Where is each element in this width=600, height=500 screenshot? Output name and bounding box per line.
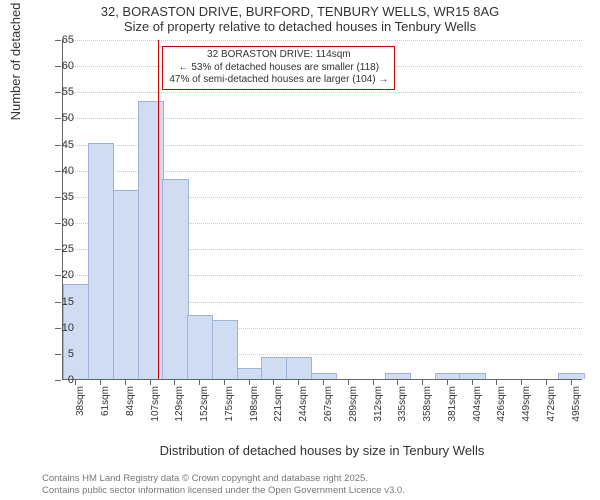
y-tick-label: 50: [44, 112, 74, 124]
histogram-bar: [435, 373, 461, 379]
x-tick-label: 38sqm: [75, 386, 86, 426]
x-tick: [174, 379, 175, 385]
histogram-bar: [261, 357, 287, 379]
x-tick-label: 472sqm: [546, 386, 557, 426]
chart-area: 38sqm61sqm84sqm107sqm129sqm152sqm175sqm1…: [62, 40, 582, 420]
x-tick: [199, 379, 200, 385]
annotation-line-1: 32 BORASTON DRIVE: 114sqm: [169, 49, 388, 62]
y-tick-label: 45: [44, 139, 74, 151]
title-line-1: 32, BORASTON DRIVE, BURFORD, TENBURY WEL…: [0, 4, 600, 19]
x-tick: [348, 379, 349, 385]
y-tick-label: 65: [44, 34, 74, 46]
x-tick: [422, 379, 423, 385]
x-tick-label: 129sqm: [174, 386, 185, 426]
x-tick: [521, 379, 522, 385]
x-tick-label: 198sqm: [249, 386, 260, 426]
y-tick-label: 60: [44, 60, 74, 72]
x-tick: [571, 379, 572, 385]
gridline: [63, 92, 582, 93]
y-tick-label: 10: [44, 322, 74, 334]
x-tick-label: 175sqm: [224, 386, 235, 426]
x-tick-label: 495sqm: [571, 386, 582, 426]
y-tick-label: 5: [44, 348, 74, 360]
histogram-bar: [88, 143, 114, 379]
reference-line: [158, 40, 159, 379]
chart-title-block: 32, BORASTON DRIVE, BURFORD, TENBURY WEL…: [0, 4, 600, 34]
gridline: [63, 40, 582, 41]
x-tick-label: 221sqm: [273, 386, 284, 426]
title-line-2: Size of property relative to detached ho…: [0, 19, 600, 34]
y-tick-label: 15: [44, 296, 74, 308]
x-tick-label: 107sqm: [150, 386, 161, 426]
x-tick: [397, 379, 398, 385]
x-tick-label: 426sqm: [496, 386, 507, 426]
x-tick: [150, 379, 151, 385]
x-tick: [298, 379, 299, 385]
x-tick: [496, 379, 497, 385]
histogram-bar: [162, 179, 188, 379]
x-tick-label: 152sqm: [199, 386, 210, 426]
x-tick-label: 267sqm: [323, 386, 334, 426]
x-tick-label: 84sqm: [125, 386, 136, 426]
x-tick-label: 358sqm: [422, 386, 433, 426]
histogram-bar: [558, 373, 584, 379]
y-tick-label: 40: [44, 165, 74, 177]
footer-line-2: Contains public sector information licen…: [42, 485, 405, 496]
x-axis-label: Distribution of detached houses by size …: [62, 443, 582, 458]
x-tick-label: 312sqm: [373, 386, 384, 426]
x-tick-label: 449sqm: [521, 386, 532, 426]
x-tick: [546, 379, 547, 385]
y-tick-label: 0: [44, 374, 74, 386]
x-tick: [100, 379, 101, 385]
annotation-box: 32 BORASTON DRIVE: 114sqm← 53% of detach…: [162, 46, 395, 90]
histogram-bar: [212, 320, 238, 379]
x-tick: [75, 379, 76, 385]
y-tick-label: 35: [44, 191, 74, 203]
histogram-bar: [113, 190, 139, 379]
x-tick: [224, 379, 225, 385]
y-tick-label: 55: [44, 86, 74, 98]
x-tick-label: 335sqm: [397, 386, 408, 426]
histogram-bar: [138, 101, 164, 379]
footer-attribution: Contains HM Land Registry data © Crown c…: [42, 473, 405, 496]
histogram-bar: [187, 315, 213, 379]
x-tick-label: 404sqm: [472, 386, 483, 426]
x-tick: [373, 379, 374, 385]
x-tick-label: 289sqm: [348, 386, 359, 426]
y-tick-label: 30: [44, 217, 74, 229]
histogram-bar: [286, 357, 312, 379]
x-tick-label: 244sqm: [298, 386, 309, 426]
histogram-bar: [237, 368, 263, 379]
histogram-bar: [459, 373, 485, 379]
x-tick: [472, 379, 473, 385]
annotation-line-2: ← 53% of detached houses are smaller (11…: [169, 62, 388, 75]
x-tick: [125, 379, 126, 385]
x-tick: [249, 379, 250, 385]
x-tick: [273, 379, 274, 385]
plot-region: 38sqm61sqm84sqm107sqm129sqm152sqm175sqm1…: [62, 40, 582, 380]
x-tick-label: 381sqm: [447, 386, 458, 426]
x-tick-label: 61sqm: [100, 386, 111, 426]
y-axis-label: Number of detached properties: [8, 0, 23, 120]
x-tick: [447, 379, 448, 385]
annotation-line-3: 47% of semi-detached houses are larger (…: [169, 74, 388, 87]
footer-line-1: Contains HM Land Registry data © Crown c…: [42, 473, 405, 484]
x-tick: [323, 379, 324, 385]
y-tick-label: 25: [44, 243, 74, 255]
y-tick-label: 20: [44, 269, 74, 281]
